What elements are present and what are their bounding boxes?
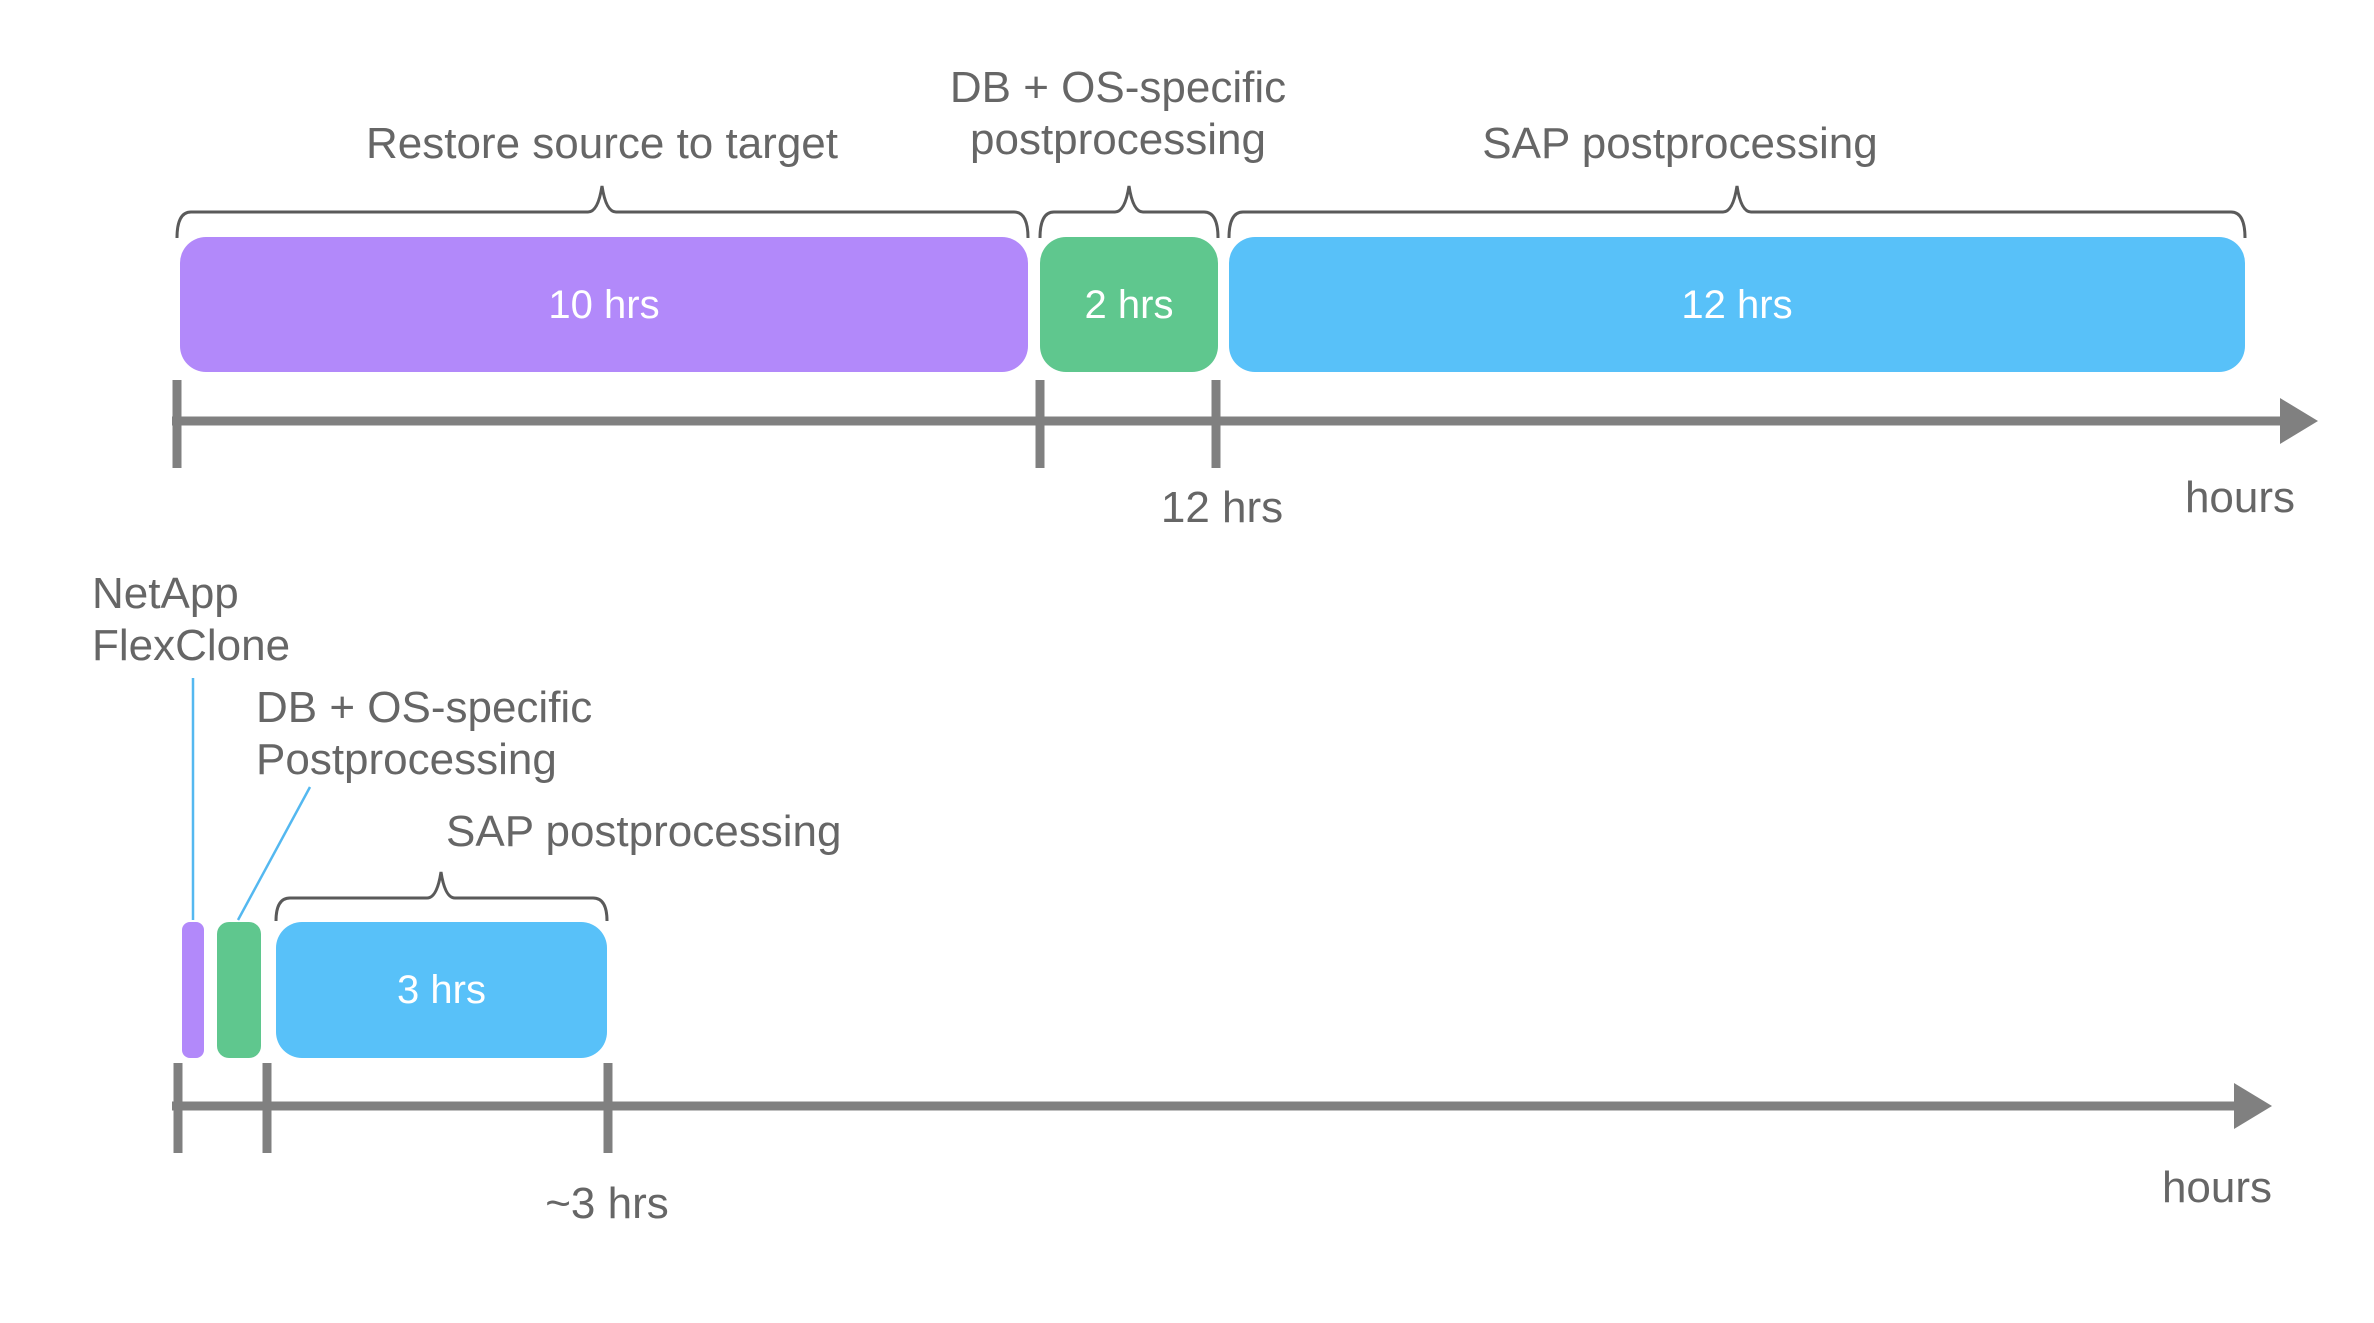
label-db-os-postprocessing-top: DB + OS-specific postprocessing xyxy=(918,62,1318,166)
bar-restore-duration: 10 hrs xyxy=(548,282,660,327)
label-db-os-top-line1: DB + OS-specific xyxy=(949,63,1287,112)
label-netapp-line2: FlexClone xyxy=(92,620,291,670)
label-sap-postprocessing-bottom: SAP postprocessing xyxy=(446,807,842,856)
label-db-os-postprocessing-bottom: DB + OS-specific Postprocessing xyxy=(256,682,592,786)
brace-sap-bottom xyxy=(274,871,609,922)
bar-sap-top-duration: 12 hrs xyxy=(1681,282,1793,327)
brace-db-os-top xyxy=(1038,185,1220,239)
label-netapp-line1: NetApp xyxy=(92,569,239,618)
bar-sap-bottom-duration: 3 hrs xyxy=(397,968,486,1012)
bar-sap-postprocessing-bottom: 3 hrs xyxy=(276,922,607,1058)
label-db-os-bottom-line2: Postprocessing xyxy=(256,734,557,784)
bar-restore-source-to-target: 10 hrs xyxy=(180,237,1028,372)
brace-restore xyxy=(175,185,1030,239)
bar-db-os-postprocessing-bottom xyxy=(217,922,261,1058)
pointer-line-db-os xyxy=(236,786,312,921)
bar-netapp-flexclone xyxy=(182,922,204,1058)
label-sap-postprocessing-top: SAP postprocessing xyxy=(1482,119,1878,168)
top-axis-arrowhead xyxy=(2280,398,2318,444)
bar-sap-postprocessing-top: 12 hrs xyxy=(1229,237,2245,372)
bottom-axis-arrowhead xyxy=(2234,1083,2272,1129)
top-axis-unit-label: hours xyxy=(2184,473,2296,522)
label-netapp-flexclone: NetApp FlexClone xyxy=(92,568,290,672)
bottom-axis-elapsed-label: ~3 hrs xyxy=(545,1179,669,1228)
label-db-os-top-line2: postprocessing xyxy=(970,114,1266,164)
brace-sap-top xyxy=(1227,185,2247,239)
label-restore-source-to-target: Restore source to target xyxy=(365,119,838,168)
top-axis-elapsed-label: 12 hrs xyxy=(1160,483,1284,532)
bottom-axis-unit-label: hours xyxy=(2161,1163,2273,1212)
bar-db-os-top-duration: 2 hrs xyxy=(1084,282,1174,327)
bar-db-os-postprocessing-top: 2 hrs xyxy=(1040,237,1218,372)
label-db-os-bottom-line1: DB + OS-specific xyxy=(256,683,593,732)
